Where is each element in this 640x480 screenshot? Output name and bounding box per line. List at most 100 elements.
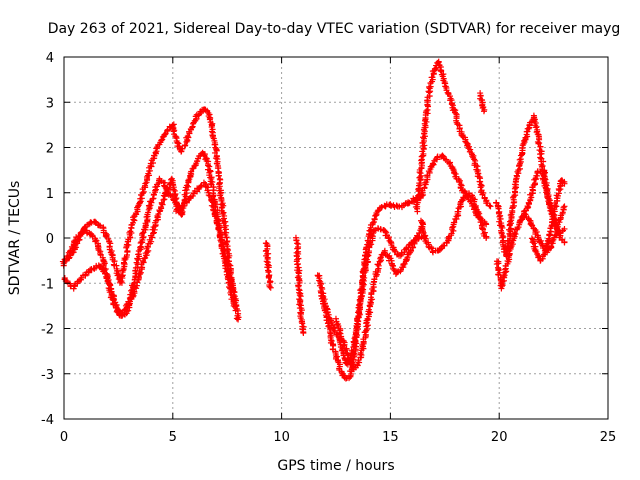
y-tick-label: -4 [41, 413, 54, 428]
data-point [220, 253, 227, 260]
data-point [561, 180, 568, 187]
data-point [561, 239, 568, 246]
data-point [537, 154, 544, 161]
data-point [421, 179, 428, 186]
series-track-4 [262, 240, 274, 291]
data-point [352, 337, 359, 344]
data-point [162, 130, 169, 137]
data-point [148, 163, 155, 170]
data-point [233, 315, 240, 322]
data-point [102, 270, 109, 277]
data-point [210, 206, 217, 213]
data-point [483, 235, 490, 241]
data-point [394, 269, 401, 276]
data-point [445, 234, 452, 241]
y-tick-label: -2 [41, 323, 54, 338]
data-point [212, 155, 219, 162]
data-point [537, 143, 544, 150]
data-point [108, 288, 115, 295]
series-track-11 [417, 190, 490, 256]
data-point [423, 108, 430, 115]
data-point [483, 221, 490, 228]
data-point [477, 219, 484, 226]
data-point [371, 276, 378, 283]
data-point [487, 203, 494, 210]
data-point [355, 309, 362, 316]
data-point [428, 74, 435, 81]
data-point [142, 180, 149, 187]
data-point [294, 240, 301, 247]
data-point [371, 215, 378, 222]
data-point [111, 296, 118, 303]
data-point [75, 234, 82, 241]
data-point [507, 225, 514, 232]
data-point [428, 244, 435, 251]
data-point [179, 145, 186, 152]
y-tick-label: 3 [46, 96, 54, 111]
chart-title: Day 263 of 2021, Sidereal Day-to-day VTE… [48, 21, 621, 37]
series-track-9 [412, 58, 494, 215]
data-point [497, 216, 504, 223]
data-point [415, 186, 422, 193]
data-point [416, 180, 423, 187]
data-point [374, 208, 381, 215]
data-point [235, 316, 242, 323]
data-point [215, 225, 222, 232]
data-point [153, 145, 160, 152]
y-tick-label: 4 [46, 51, 54, 66]
data-point [133, 285, 140, 292]
data-point [480, 108, 487, 115]
data-point [428, 245, 435, 252]
series-track-15 [517, 168, 568, 246]
data-point [300, 330, 307, 337]
data-point [144, 249, 151, 256]
series-track-3 [61, 175, 237, 319]
data-point [72, 237, 79, 244]
series-track-16 [528, 177, 568, 264]
data-point [118, 278, 125, 285]
x-tick-label: 10 [273, 430, 290, 445]
data-point [532, 247, 539, 254]
data-point [137, 244, 144, 251]
data-point [398, 249, 405, 256]
x-tick-label: 20 [491, 430, 508, 445]
x-tick-label: 0 [60, 430, 68, 445]
data-point [561, 225, 568, 232]
data-point [124, 247, 131, 254]
data-point [537, 237, 544, 244]
data-point [206, 116, 213, 123]
data-point [430, 161, 437, 168]
data-point [158, 137, 165, 144]
data-point [139, 264, 146, 271]
series-track-5 [292, 234, 307, 337]
data-point [548, 205, 555, 212]
data-point [383, 229, 390, 236]
data-point [543, 187, 550, 194]
data-point [267, 284, 274, 291]
data-point [369, 220, 376, 227]
data-point [127, 228, 134, 235]
data-point [451, 219, 458, 226]
data-point [169, 122, 176, 129]
y-tick-label: 1 [46, 187, 54, 202]
data-point [296, 292, 303, 299]
data-point [125, 302, 132, 309]
data-point [182, 142, 189, 149]
y-tick-label: 2 [46, 142, 54, 157]
data-points [59, 58, 568, 382]
data-point [133, 259, 140, 266]
data-point [561, 203, 568, 210]
data-point [336, 329, 343, 336]
data-point [340, 342, 347, 349]
data-point [139, 230, 146, 237]
data-point [141, 255, 148, 262]
data-point [334, 321, 341, 328]
axis-ticks: 0 5 10 15 20 25 -4 -3 -2 -1 0 1 2 3 4 [41, 51, 616, 445]
data-point [486, 202, 493, 209]
data-point [507, 218, 514, 225]
data-point [391, 247, 398, 254]
data-point [451, 106, 458, 113]
data-point [533, 172, 540, 179]
data-point [375, 262, 382, 269]
